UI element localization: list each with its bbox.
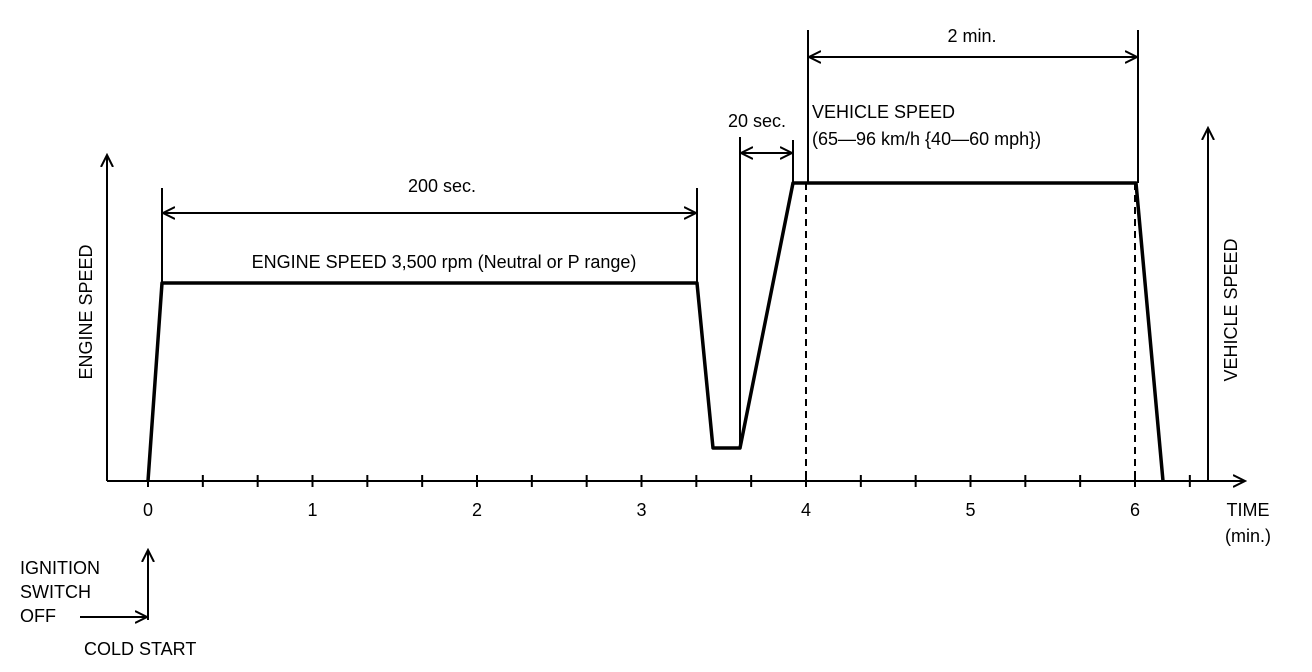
phase-label: ENGINE SPEED 3,500 rpm (Neutral or P ran… xyxy=(252,252,637,272)
x-axis-unit: (min.) xyxy=(1225,526,1271,546)
duration-label: 2 min. xyxy=(947,26,996,46)
x-tick-label: 6 xyxy=(1130,500,1140,520)
phase-range: (65—96 km/h {40—60 mph}) xyxy=(812,129,1041,149)
left-axis-label: ENGINE SPEED xyxy=(76,244,96,379)
duration-label: 200 sec. xyxy=(408,176,476,196)
ignition-label: OFF xyxy=(20,606,56,626)
right-axis-label: VEHICLE SPEED xyxy=(1221,238,1241,381)
x-tick-label: 0 xyxy=(143,500,153,520)
x-tick-label: 3 xyxy=(636,500,646,520)
x-tick-label: 4 xyxy=(801,500,811,520)
ticks: 0 1 2 3 4 5 6 xyxy=(143,475,1191,520)
x-tick-label: 5 xyxy=(965,500,975,520)
phase-label: VEHICLE SPEED xyxy=(812,102,955,122)
speed-profile xyxy=(146,181,1165,482)
ignition-label: IGNITION xyxy=(20,558,100,578)
x-axis-label: TIME xyxy=(1227,500,1270,520)
x-tick-label: 1 xyxy=(307,500,317,520)
cold-start-label: COLD START xyxy=(84,639,196,659)
x-tick-label: 2 xyxy=(472,500,482,520)
ignition-label: SWITCH xyxy=(20,582,91,602)
duration-label: 20 sec. xyxy=(728,111,786,131)
